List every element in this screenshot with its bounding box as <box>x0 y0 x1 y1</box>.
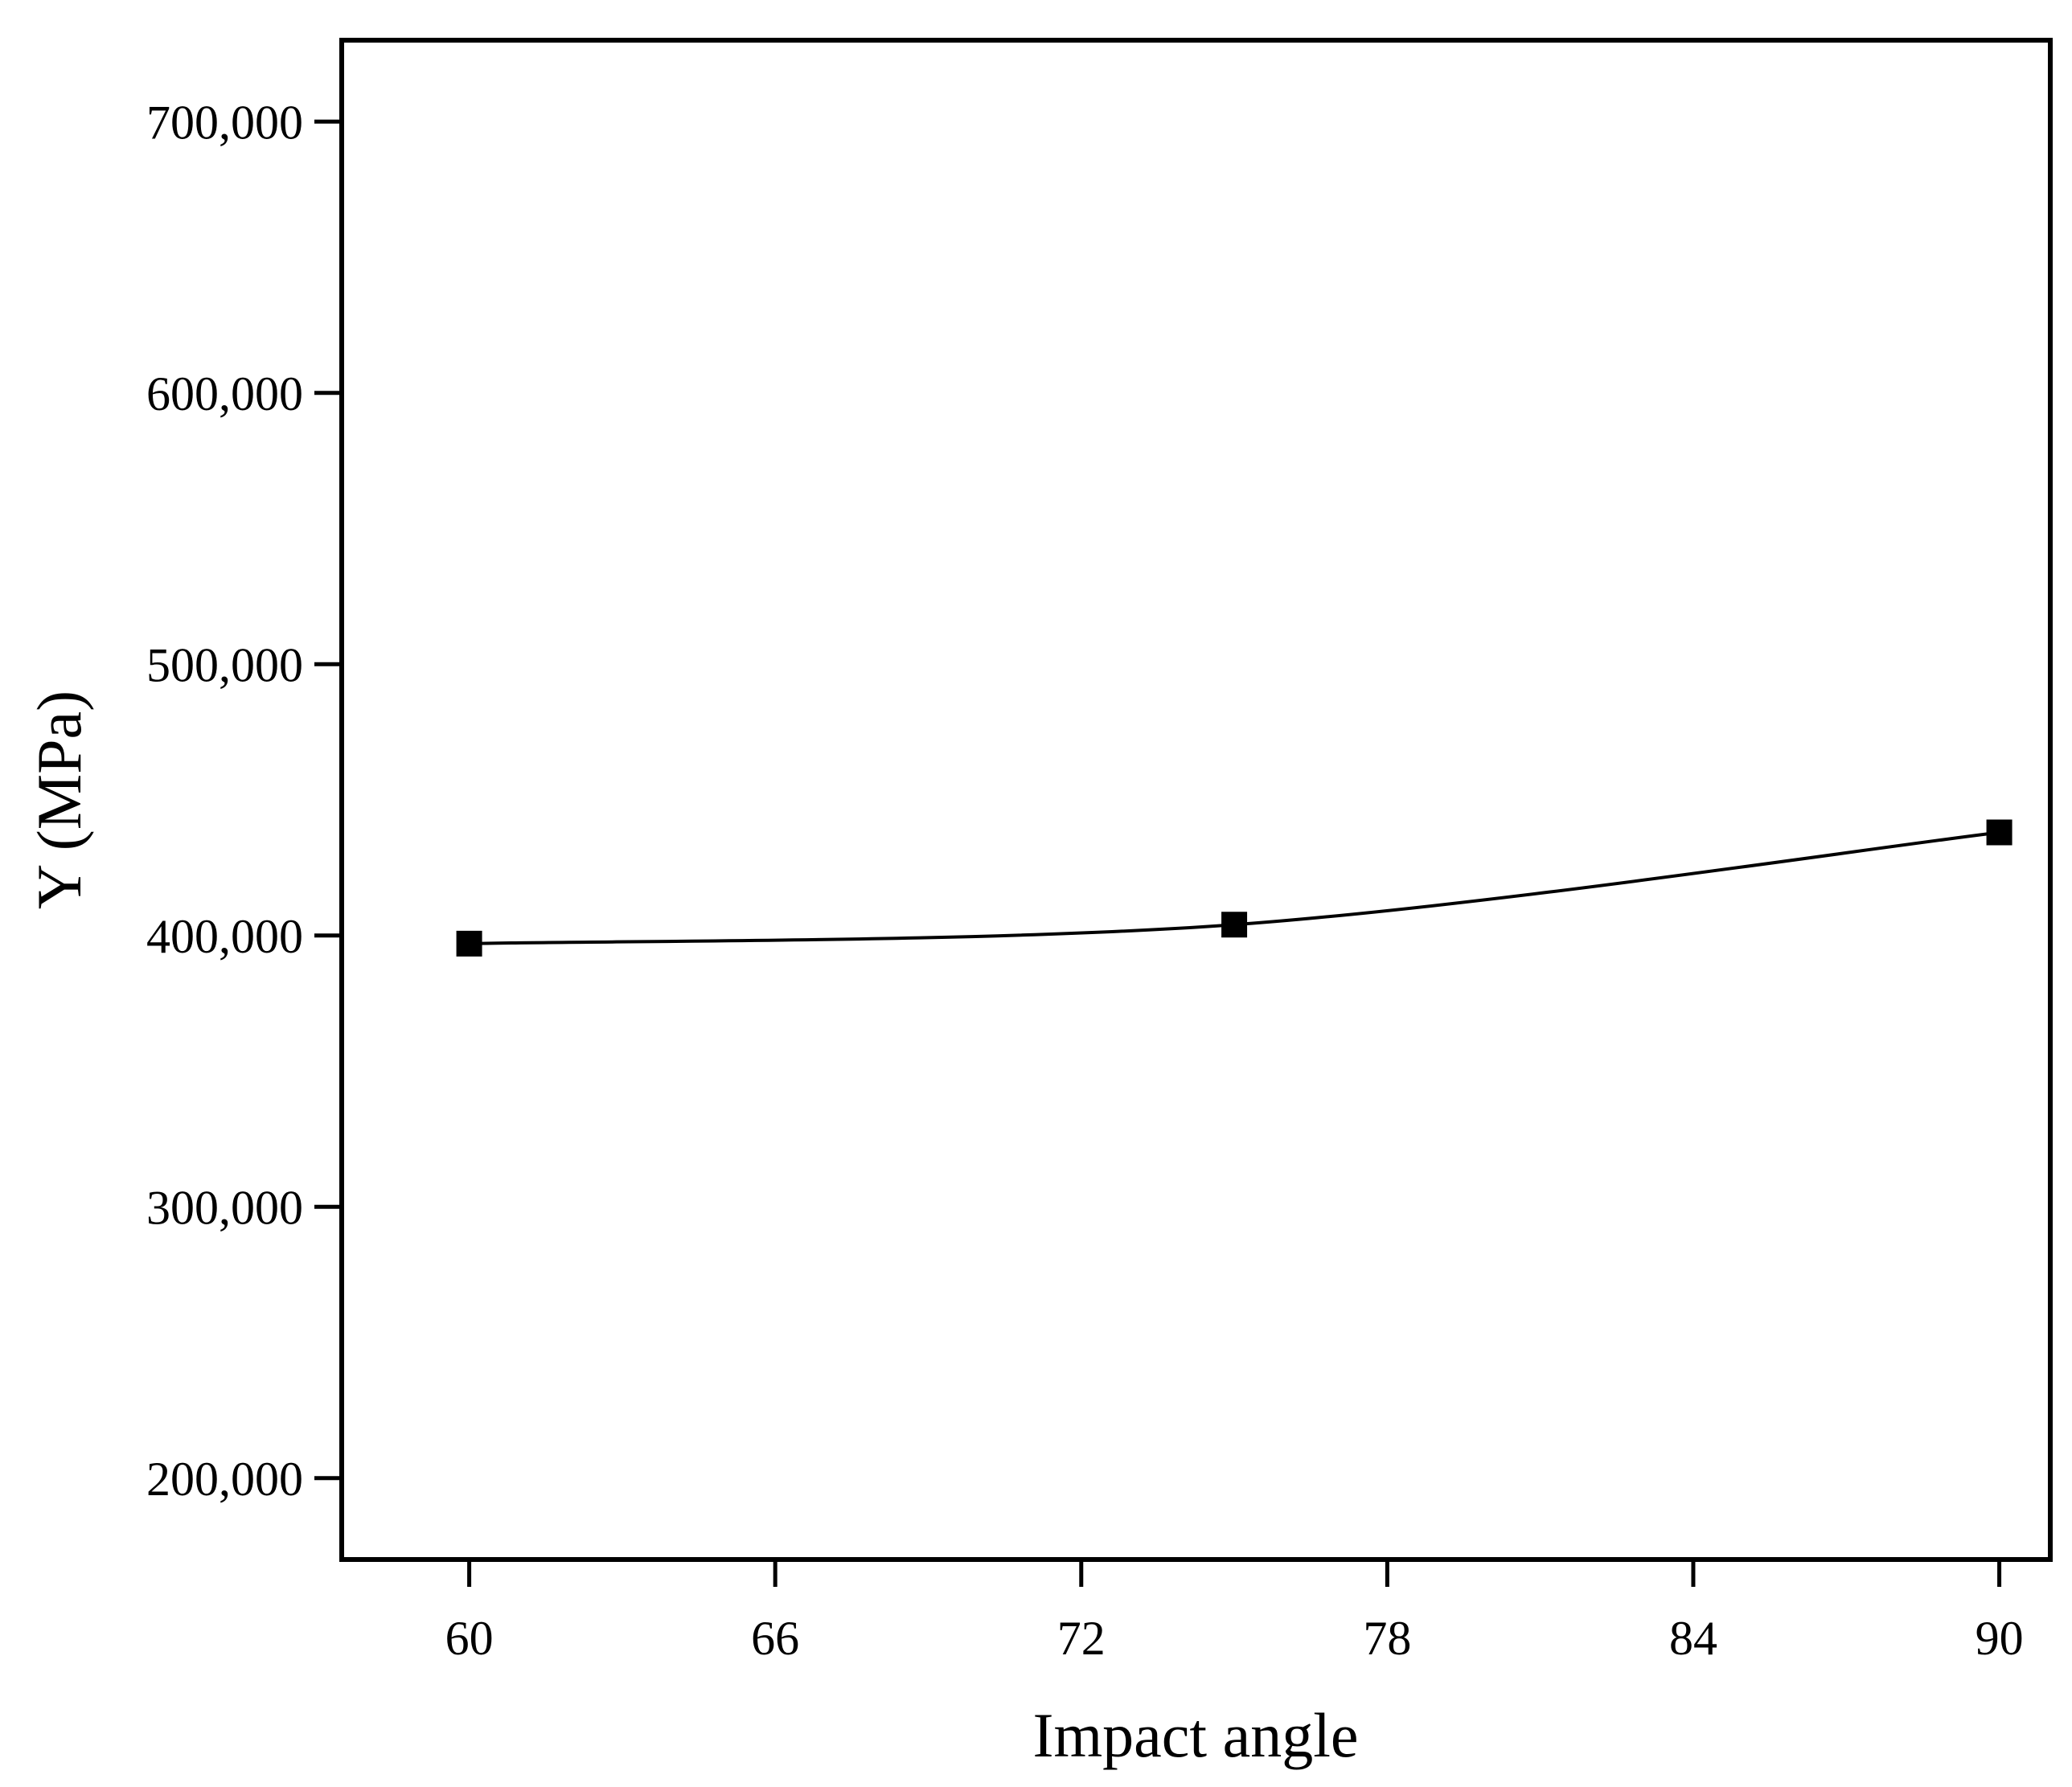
x-tick-label: 60 <box>445 1612 494 1665</box>
data-point <box>1221 912 1248 938</box>
y-tick-label: 300,000 <box>146 1181 303 1234</box>
data-point <box>456 930 482 957</box>
x-tick-label: 72 <box>1057 1612 1106 1665</box>
y-axis-label: Y (MPa) <box>24 691 94 909</box>
x-tick-label: 78 <box>1363 1612 1411 1665</box>
y-tick-label: 200,000 <box>146 1453 303 1506</box>
y-axis-ticks: 200,000 300,000 400,000 500,000 600,000 700,0… <box>146 96 342 1506</box>
x-tick-label: 90 <box>1976 1612 2024 1665</box>
x-tick-label: 66 <box>751 1612 799 1665</box>
plot-frame <box>339 38 2053 1562</box>
x-axis-ticks: 60 66 72 78 84 90 <box>445 1560 2024 1665</box>
x-axis-label: Impact angle <box>1033 1700 1359 1770</box>
data-points <box>456 819 2013 957</box>
data-point <box>1986 819 2013 846</box>
y-tick-label: 600,000 <box>146 367 303 420</box>
x-tick-label: 84 <box>1669 1612 1717 1665</box>
y-tick-label: 400,000 <box>146 910 303 963</box>
y-tick-label: 500,000 <box>146 638 303 691</box>
y-tick-label: 700,000 <box>146 96 303 149</box>
